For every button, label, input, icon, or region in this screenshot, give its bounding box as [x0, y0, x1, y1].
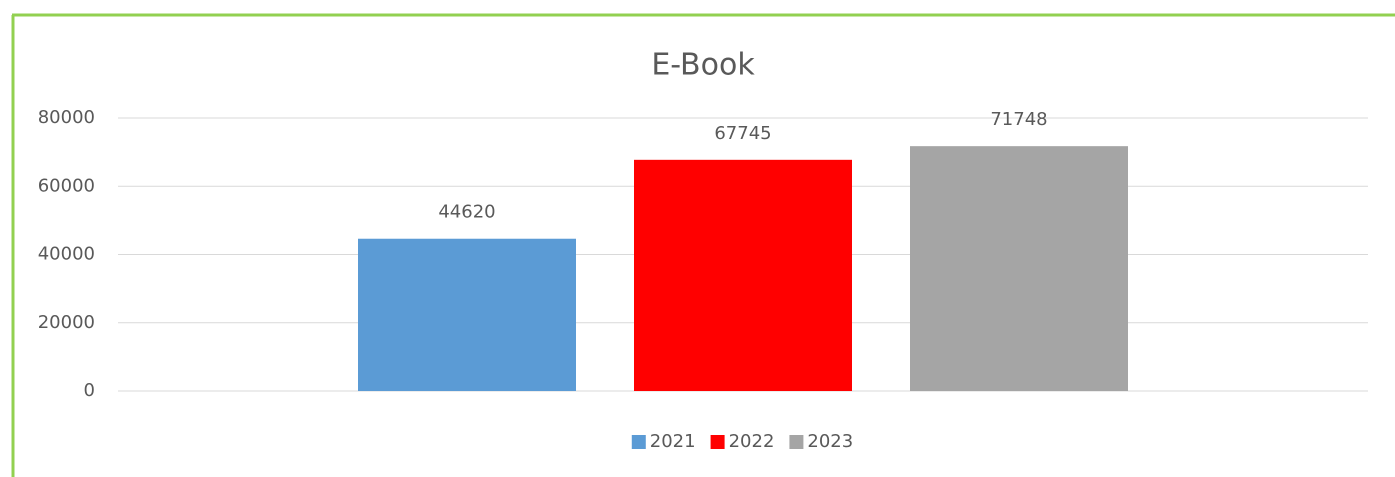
y-tick-label: 60000 — [38, 175, 95, 196]
bar — [358, 238, 576, 391]
legend-label: 2022 — [729, 431, 775, 452]
legend-swatch — [789, 435, 804, 449]
y-tick-label: 40000 — [38, 244, 95, 265]
legend-label: 2021 — [650, 431, 696, 452]
legend-label: 2023 — [807, 431, 853, 452]
chart-title: E-Book — [651, 48, 755, 83]
y-tick-label: 20000 — [38, 312, 95, 333]
data-label: 71748 — [990, 109, 1047, 130]
bar — [634, 159, 852, 391]
data-label: 67745 — [714, 123, 771, 144]
legend-swatch — [631, 435, 646, 449]
data-label: 44620 — [438, 202, 495, 223]
y-tick-label: 80000 — [38, 107, 95, 128]
legend-swatch — [710, 435, 725, 449]
y-tick-label: 0 — [84, 380, 95, 401]
bar — [910, 146, 1128, 391]
